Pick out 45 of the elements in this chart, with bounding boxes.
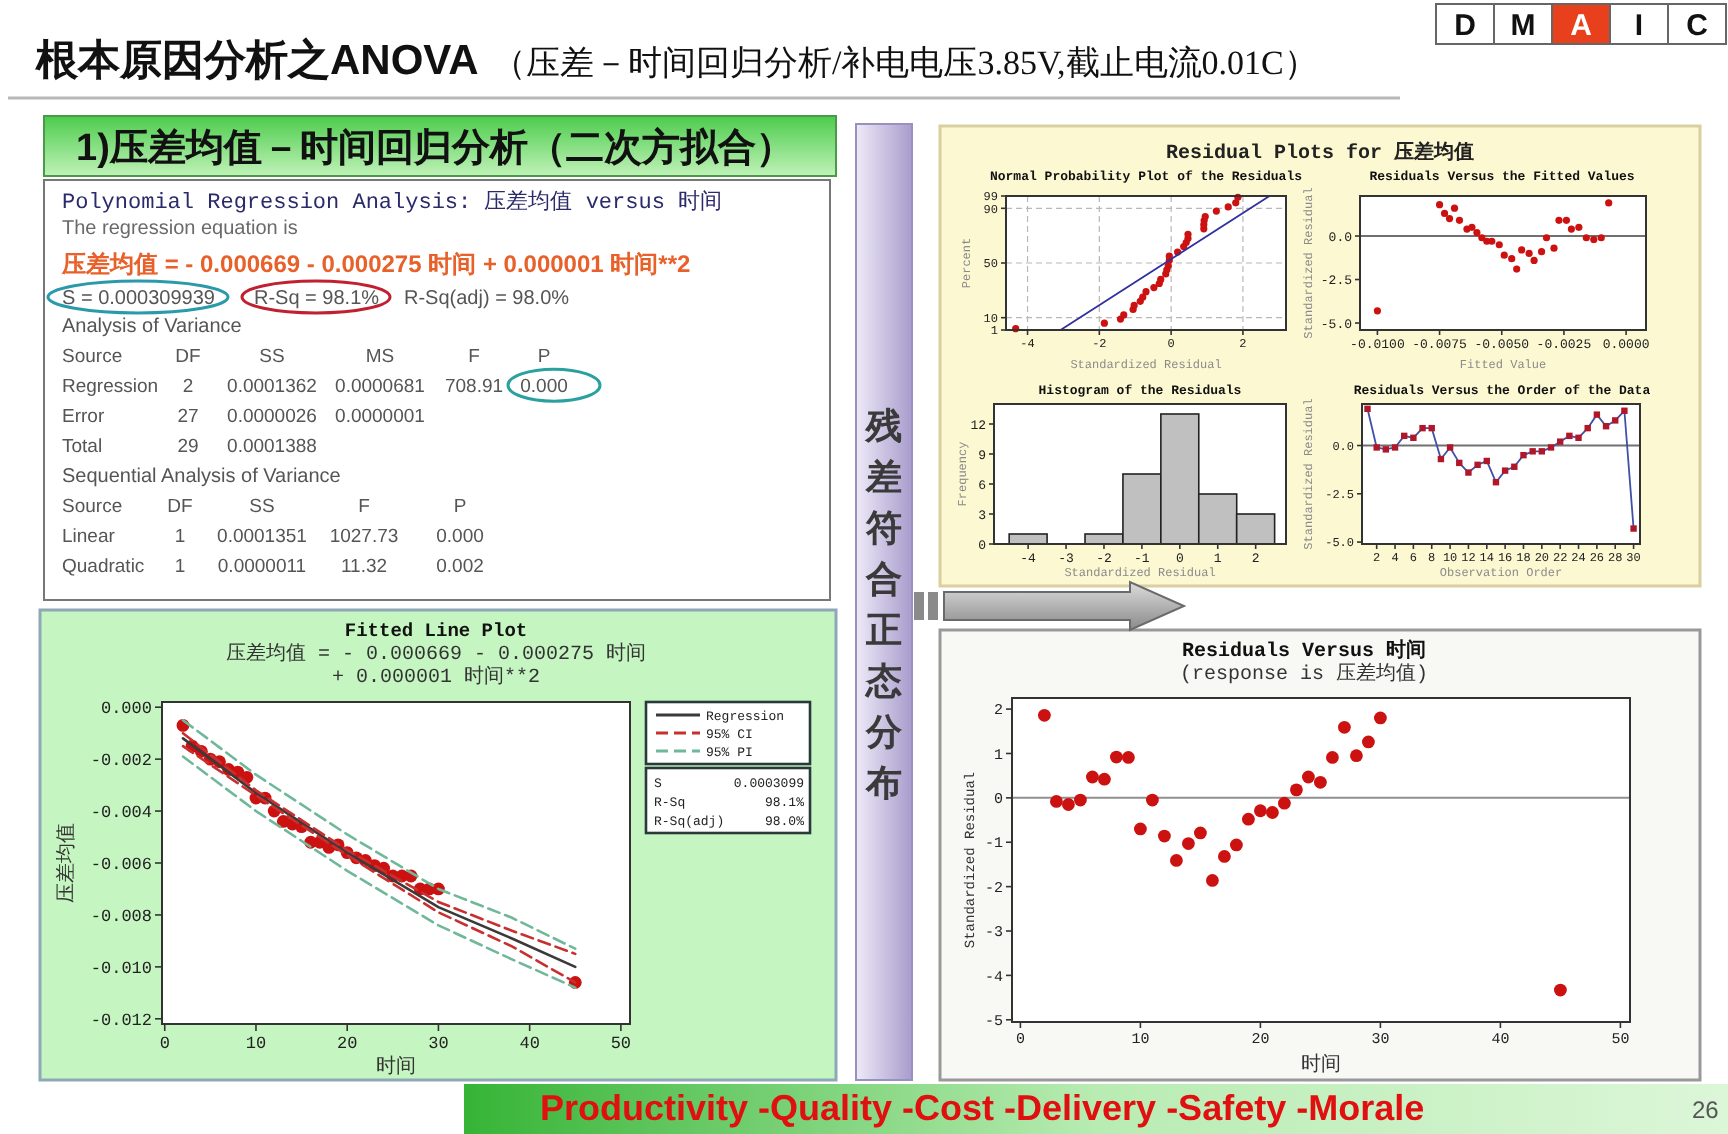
y-tick-label: -0.006 xyxy=(90,854,152,875)
text: Source DF SS F P xyxy=(62,496,467,518)
y-tick-label: 0.000 xyxy=(100,699,152,720)
y-tick-label: -0.002 xyxy=(90,751,152,772)
text: Total 29 0.0001388 xyxy=(62,436,317,458)
x-tick-label: 0 xyxy=(159,1034,170,1054)
category-label: M xyxy=(1510,9,1536,43)
text: 26 xyxy=(1692,1096,1720,1124)
y-tick-label: -0.004 xyxy=(90,803,152,824)
x-axis-title: 时间 xyxy=(1301,1052,1341,1078)
text: Polynomial Regression Analysis: 压差均值 versus 时间 xyxy=(62,188,723,216)
text: Regression 2 0.0001362 0.0000681 708.91 0.000 xyxy=(62,376,568,398)
text: Quadratic 1 0.0000011 11.32 0.002 xyxy=(62,556,484,578)
chart-title: Fitted Line Plot xyxy=(344,620,528,642)
x-tick-label: 30 xyxy=(428,1034,449,1054)
text: 1)压差均值－时间回归分析（二次方拟合） xyxy=(76,126,794,170)
x-tick-label: 40 xyxy=(519,1034,540,1054)
y-axis-title: 压差均值 xyxy=(54,823,80,903)
text: 压差均值 = - 0.000669 - 0.000275 时间 + 0.000001 时间**2 xyxy=(60,250,692,278)
x-tick-label: 50 xyxy=(610,1034,632,1054)
text: Linear 1 0.0001351 1027.73 0.000 xyxy=(62,526,484,548)
category-label: A xyxy=(1570,9,1593,43)
category-label: C xyxy=(1686,9,1709,43)
text: Source DF SS MS F P xyxy=(62,346,551,368)
text: Analysis of Variance xyxy=(62,316,243,338)
x-tick-label: 10 xyxy=(245,1034,267,1054)
chart-title: Residuals Versus 时间 xyxy=(1181,638,1427,664)
text: The regression equation is xyxy=(62,218,298,240)
text: Productivity -Quality -Cost -Delivery -Safety -Morale xyxy=(540,1088,1425,1128)
text: 残差符合正态分布 xyxy=(864,406,904,803)
y-tick-label: -0.012 xyxy=(90,1010,152,1031)
category-label: D xyxy=(1454,9,1477,43)
x-axis-title: 时间 xyxy=(376,1054,416,1080)
text: 根本原因分析之ANOVA xyxy=(34,36,479,84)
text: S = 0.000309939 R-Sq = 98.1% R-Sq(adj) = 98.0% xyxy=(62,288,570,310)
text: Error 27 0.0000026 0.0000001 xyxy=(62,406,425,428)
x-tick-label: 20 xyxy=(336,1034,358,1054)
category-label: I xyxy=(1634,9,1644,43)
y-tick-label: -0.008 xyxy=(90,906,152,927)
chart-subtitle: 压差均值 = - 0.000669 - 0.000275 时间 + 0.000001 时间**2 xyxy=(225,641,647,690)
text: Residual Plots for 压差均值 xyxy=(1165,140,1475,166)
chart-subtitle: (response is 压差均值) xyxy=(1179,661,1429,687)
text: （压差－时间回归分析/补电电压3.85V,截止电流0.01C） xyxy=(492,44,1318,82)
y-tick-label: -0.010 xyxy=(90,958,152,979)
text: Sequential Analysis of Variance xyxy=(62,466,342,488)
